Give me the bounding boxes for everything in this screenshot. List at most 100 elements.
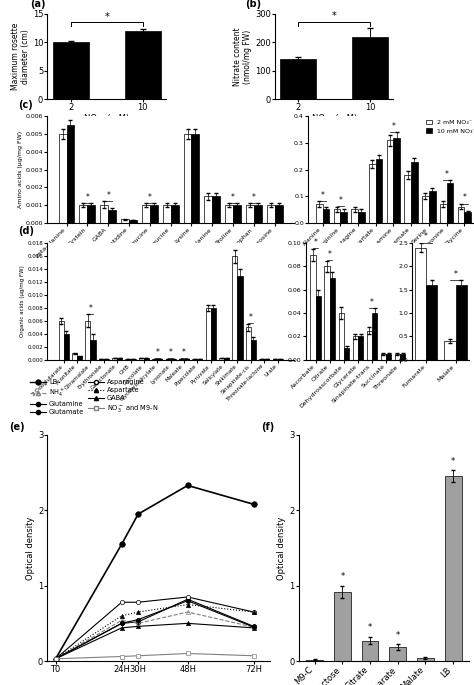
Bar — [233, 205, 241, 223]
Bar — [306, 660, 323, 661]
Text: *: * — [182, 348, 186, 357]
Bar — [457, 207, 464, 223]
Text: *: * — [328, 250, 332, 259]
Bar — [183, 134, 191, 223]
X-axis label: NO₃⁻ (mM): NO₃⁻ (mM) — [311, 114, 357, 123]
Bar — [232, 256, 237, 360]
Bar — [323, 210, 329, 223]
Bar — [444, 341, 456, 360]
Bar — [395, 354, 400, 360]
X-axis label: NO₃⁻ (mM): NO₃⁻ (mM) — [84, 114, 129, 123]
Bar — [224, 358, 229, 360]
Bar — [117, 358, 122, 360]
Text: *: * — [231, 192, 235, 201]
Bar — [381, 354, 386, 360]
Legend: LB, NH$_4^+$, Glutamine, Glutamate, Asparagine, Aspartate, GABA, NO$_3^-$ and M9: LB, NH$_4^+$, Glutamine, Glutamate, Aspa… — [27, 377, 161, 418]
Bar — [352, 36, 388, 99]
Text: *: * — [451, 457, 456, 466]
Text: *: * — [424, 232, 428, 241]
Text: (c): (c) — [18, 100, 33, 110]
Text: (f): (f) — [261, 423, 274, 432]
Text: *: * — [338, 196, 342, 205]
Bar — [80, 205, 87, 223]
Bar — [59, 321, 64, 360]
Bar — [66, 125, 74, 223]
Legend: 2 mM NO₃⁻, 10 mM NO₃⁻: 2 mM NO₃⁻, 10 mM NO₃⁻ — [426, 120, 474, 134]
Bar — [456, 285, 467, 360]
Bar — [362, 640, 378, 661]
Bar — [376, 159, 383, 223]
Bar — [358, 212, 365, 223]
Text: *: * — [462, 193, 466, 203]
Bar — [225, 205, 233, 223]
Y-axis label: Optical density: Optical density — [26, 516, 35, 580]
Y-axis label: Optical density: Optical density — [277, 516, 286, 580]
Bar — [404, 175, 411, 223]
Bar — [447, 183, 453, 223]
Bar — [204, 196, 212, 223]
Text: *: * — [106, 191, 110, 200]
Bar — [325, 266, 330, 360]
Bar — [358, 336, 363, 360]
Bar — [366, 331, 372, 360]
Text: (d): (d) — [18, 226, 34, 236]
Text: *: * — [332, 11, 337, 21]
Text: *: * — [148, 192, 152, 201]
Bar — [275, 205, 283, 223]
Bar — [129, 220, 137, 223]
Text: *: * — [396, 631, 400, 640]
Bar — [171, 205, 179, 223]
Text: *: * — [249, 313, 253, 323]
Bar — [212, 196, 220, 223]
Bar — [53, 42, 89, 99]
Bar — [121, 219, 129, 223]
Bar — [112, 358, 117, 360]
Text: (e): (e) — [9, 423, 25, 432]
Text: *: * — [340, 572, 345, 581]
Text: *: * — [370, 298, 374, 307]
Bar — [100, 205, 108, 223]
Bar — [426, 285, 438, 360]
Bar — [251, 340, 256, 360]
Bar — [415, 248, 426, 360]
Bar — [254, 205, 262, 223]
Bar — [386, 354, 391, 360]
Bar — [267, 205, 275, 223]
Bar — [340, 212, 347, 223]
Bar — [353, 336, 358, 360]
Bar — [344, 348, 349, 360]
Bar — [417, 658, 434, 661]
Bar — [191, 134, 200, 223]
Bar — [387, 140, 393, 223]
Y-axis label: Amino acids (µg/mg FW): Amino acids (µg/mg FW) — [18, 131, 23, 208]
Text: *: * — [320, 191, 325, 200]
Bar — [211, 308, 216, 360]
Bar — [445, 477, 462, 661]
Bar — [91, 340, 95, 360]
Text: *: * — [85, 192, 89, 201]
Bar — [393, 138, 400, 223]
Bar — [330, 278, 335, 360]
Bar — [59, 134, 66, 223]
Bar — [280, 60, 316, 99]
Text: *: * — [445, 170, 448, 179]
Bar — [400, 354, 405, 360]
Y-axis label: Maximum rosette
diameter (cm): Maximum rosette diameter (cm) — [10, 23, 30, 90]
Bar — [125, 31, 161, 99]
Text: *: * — [252, 192, 256, 201]
Y-axis label: Organic acids (µg/mg FW): Organic acids (µg/mg FW) — [20, 266, 25, 337]
Bar — [351, 210, 358, 223]
Bar — [429, 190, 436, 223]
Text: (b): (b) — [245, 0, 262, 9]
Bar — [219, 358, 224, 360]
Bar — [411, 162, 418, 223]
Text: *: * — [89, 303, 92, 312]
Bar — [142, 205, 150, 223]
Bar — [246, 205, 254, 223]
Bar — [237, 275, 243, 360]
Bar — [139, 358, 144, 360]
Bar — [72, 353, 77, 360]
Bar — [144, 358, 149, 360]
Bar — [150, 205, 158, 223]
Bar — [334, 210, 340, 223]
